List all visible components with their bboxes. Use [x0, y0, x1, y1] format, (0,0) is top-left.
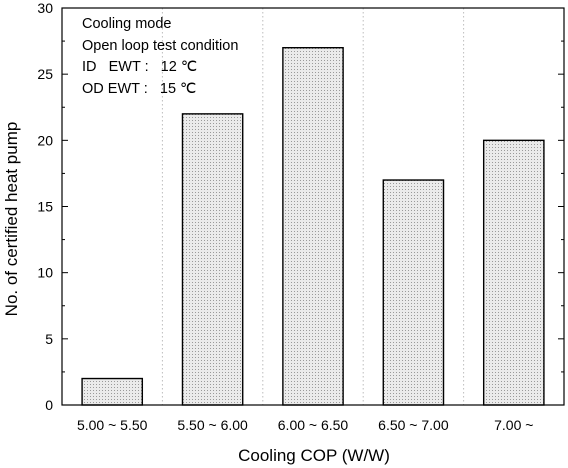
y-tick-label: 20: [37, 132, 53, 148]
bars: [81, 47, 545, 406]
x-tick-label: 6.00 ~ 6.50: [278, 417, 349, 433]
x-axis-title: Cooling COP (W/W): [238, 446, 390, 465]
bar-2: [282, 47, 344, 406]
bar-4: [482, 139, 545, 406]
x-tick-label: 6.50 ~ 7.00: [378, 417, 449, 433]
annotation-line-1: Cooling mode: [82, 16, 171, 32]
bar-0: [81, 377, 144, 406]
annotation-block: Cooling mode Open loop test condition ID…: [82, 16, 238, 97]
bar-1: [181, 113, 244, 406]
y-tick-label: 25: [37, 66, 53, 82]
y-tick-label: 0: [45, 397, 53, 413]
bar-3: [382, 179, 445, 406]
y-axis-title: No. of certified heat pump: [2, 122, 21, 317]
y-tick-label: 10: [37, 265, 53, 281]
y-tick-label: 15: [37, 199, 53, 215]
axis-ticks: 0 5 10 15 20 25 30 5.00 ~ 5.50 5.50 ~ 6.00 6.00 ~…: [37, 0, 564, 433]
annotation-line-2: Open loop test condition: [82, 38, 238, 54]
annotation-line-3: ID EWT : 12 ℃: [82, 59, 197, 75]
annotation-line-4: OD EWT : 15 ℃: [82, 81, 196, 97]
x-tick-label: 7.00 ~: [494, 417, 533, 433]
y-tick-label: 30: [37, 0, 53, 16]
x-tick-label: 5.50 ~ 6.00: [177, 417, 248, 433]
x-tick-label: 5.00 ~ 5.50: [77, 417, 148, 433]
y-tick-label: 5: [45, 331, 53, 347]
